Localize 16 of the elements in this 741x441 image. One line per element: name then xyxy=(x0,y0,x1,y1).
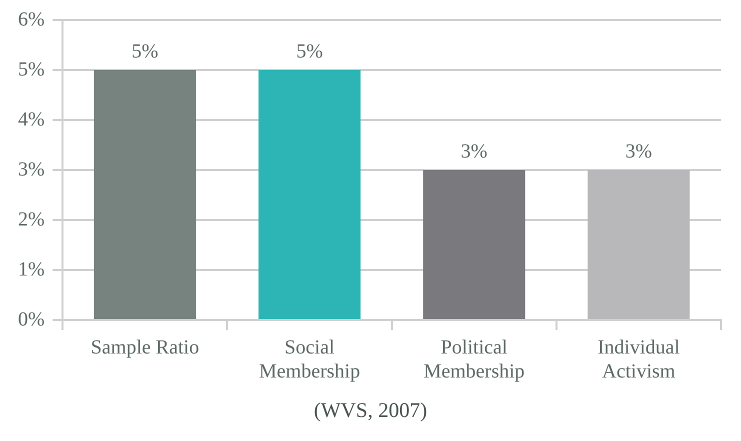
y-tick-label: 5% xyxy=(18,58,45,80)
text: (WVS, 2007) xyxy=(312,398,428,423)
x-tick-label: Individual Activism xyxy=(598,336,680,382)
data-label: 5% xyxy=(132,40,158,62)
x-tick-label: Social Membership xyxy=(258,336,360,382)
x-tick-label: Sample Ratio xyxy=(90,336,200,358)
y-tick-label: 1% xyxy=(18,258,45,280)
y-tick-label: 2% xyxy=(18,208,45,230)
data-label: 5% xyxy=(296,40,323,62)
y-tick-label: 3% xyxy=(18,158,45,180)
data-label: 3% xyxy=(625,140,652,162)
data-label: 3% xyxy=(460,140,488,162)
x-tick-label: Political Membership xyxy=(424,336,525,382)
y-tick-label: 4% xyxy=(18,108,45,130)
y-tick-label: 6% xyxy=(18,8,45,30)
y-tick-label: 0% xyxy=(18,308,45,330)
